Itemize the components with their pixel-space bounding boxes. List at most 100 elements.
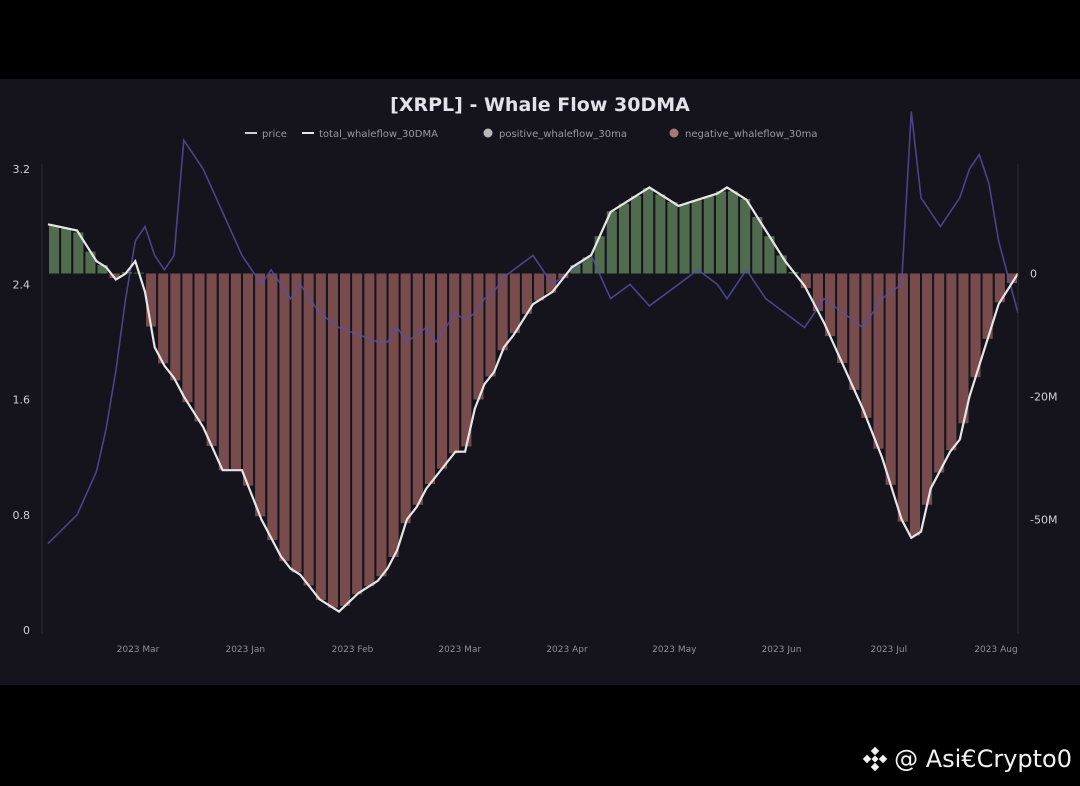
positive-flow-bar — [61, 228, 72, 274]
x-tick-label: 2023 Jan — [225, 645, 265, 655]
negative-flow-bar — [158, 273, 169, 364]
negative-flow-bar — [279, 273, 290, 561]
positive-flow-bar — [582, 257, 593, 274]
x-tick-label: 2023 Mar — [438, 645, 481, 655]
negative-flow-bar — [534, 273, 545, 301]
chart-panel: 3.2 2.4 1.6 0.8 0 0 -20M -50M 2023 Mar 2023 Jan 20… — [0, 79, 1080, 685]
negative-flow-bar — [994, 273, 1005, 303]
whale-flow-chart: 3.2 2.4 1.6 0.8 0 0 -20M -50M 2023 Mar 2023 Jan 20… — [13, 94, 1058, 655]
legend-entry-label: price — [262, 129, 287, 140]
negative-flow-bar — [1006, 273, 1017, 284]
positive-flow-bar — [570, 265, 581, 274]
positive-flow-bar — [73, 232, 84, 274]
x-tick-label: 2023 Jul — [870, 645, 907, 655]
positive-flow-bar — [764, 236, 775, 274]
negative-flow-bar — [825, 273, 836, 337]
positive-flow-bar — [667, 202, 678, 274]
legend-entry-label: positive_whaleflow_30ma — [499, 129, 627, 140]
y-left-tick-label: 0.8 — [13, 509, 31, 522]
positive-flow-bar — [679, 204, 690, 274]
y-left-tick-label: 3.2 — [13, 163, 31, 176]
negative-flow-bar — [206, 273, 217, 446]
negative-flow-bar — [958, 273, 969, 424]
legend-entry-label: negative_whaleflow_30ma — [685, 129, 818, 140]
negative-flow-bar — [303, 273, 314, 586]
legend-dot-marker — [483, 128, 493, 138]
positive-flow-bar — [631, 195, 642, 274]
negative-flow-bar — [982, 273, 993, 339]
positive-flow-bar — [691, 200, 702, 274]
x-tick-label: 2023 Feb — [332, 645, 374, 655]
positive-flow-bar — [97, 265, 108, 274]
negative-flow-bar — [230, 273, 241, 471]
y-left-tick-label: 1.6 — [13, 394, 31, 407]
negative-flow-bar — [909, 273, 920, 536]
positive-flow-bar — [715, 191, 726, 274]
negative-flow-bar — [812, 273, 823, 312]
negative-flow-bar — [376, 273, 387, 577]
negative-flow-bar — [182, 273, 193, 403]
negative-flow-bar — [267, 273, 278, 541]
positive-flow-bar — [655, 194, 666, 274]
x-tick-label: 2023 Mar — [117, 645, 160, 655]
negative-flow-bar — [934, 273, 945, 473]
negative-flow-bar — [873, 273, 884, 449]
negative-flow-bar — [291, 273, 302, 573]
negative-flow-bar — [461, 273, 472, 447]
negative-flow-bar — [837, 273, 848, 363]
negative-flow-bar — [146, 273, 157, 327]
negative-flow-bar — [388, 273, 399, 557]
negative-flow-bar — [509, 273, 520, 333]
positive-flow-bar — [49, 225, 60, 274]
negative-flow-bar — [109, 273, 120, 279]
y-right-tick-label: -20M — [1030, 390, 1057, 403]
negative-flow-bar — [521, 273, 532, 314]
negative-flow-bar — [437, 273, 448, 469]
negative-flow-bar — [800, 273, 811, 289]
negative-flow-bar — [327, 273, 338, 608]
negative-flow-bar — [243, 273, 254, 486]
legend-entry-label: total_whaleflow_30DMA — [319, 129, 438, 140]
x-tick-label: 2023 May — [652, 645, 697, 655]
negative-flow-bar — [946, 273, 957, 451]
negative-flow-bar — [449, 273, 460, 454]
negative-flow-bar — [218, 273, 229, 471]
total-whaleflow-line — [47, 186, 1019, 613]
negative-flow-bar — [194, 273, 205, 422]
price-line — [47, 111, 1019, 545]
negative-flow-bar — [885, 273, 896, 485]
chart-title: [XRPL] - Whale Flow 30DMA — [390, 94, 690, 116]
binance-logo-icon — [862, 746, 888, 772]
watermark-text: @ Asi€Crypto0 — [894, 745, 1072, 773]
watermark: @ Asi€Crypto0 — [862, 745, 1072, 773]
negative-flow-bar — [485, 273, 496, 377]
negative-flow-bar — [315, 273, 326, 600]
negative-flow-bar — [400, 273, 411, 524]
negative-flow-bar — [849, 273, 860, 390]
positive-flow-bar — [728, 191, 739, 274]
negative-flow-bar — [897, 273, 908, 522]
negative-flow-bar — [970, 273, 981, 378]
positive-flow-bar — [643, 188, 654, 274]
positive-flow-bar — [703, 196, 714, 274]
negative-flow-bar — [473, 273, 484, 400]
x-tick-label: 2023 Apr — [546, 645, 588, 655]
positive-flow-bar — [740, 199, 751, 274]
positive-flow-bar — [752, 217, 763, 274]
positive-flow-bar — [618, 203, 629, 274]
negative-flow-bar — [255, 273, 266, 517]
negative-flow-bar — [352, 273, 363, 595]
negative-flow-bar — [861, 273, 872, 418]
positive-flow-bar — [594, 236, 605, 274]
negative-flow-bar — [497, 273, 508, 351]
y-left-tick-label: 0 — [23, 624, 30, 637]
y-right-tick-label: -50M — [1030, 513, 1057, 526]
y-left-tick-label: 2.4 — [13, 278, 31, 291]
negative-flow-bar — [364, 273, 375, 587]
negative-flow-bar — [412, 273, 423, 505]
y-right-tick-label: 0 — [1030, 268, 1037, 281]
legend-dot-marker — [669, 128, 679, 138]
positive-flow-bar — [606, 211, 617, 274]
positive-flow-bar — [85, 251, 96, 274]
positive-flow-bar — [776, 255, 787, 274]
